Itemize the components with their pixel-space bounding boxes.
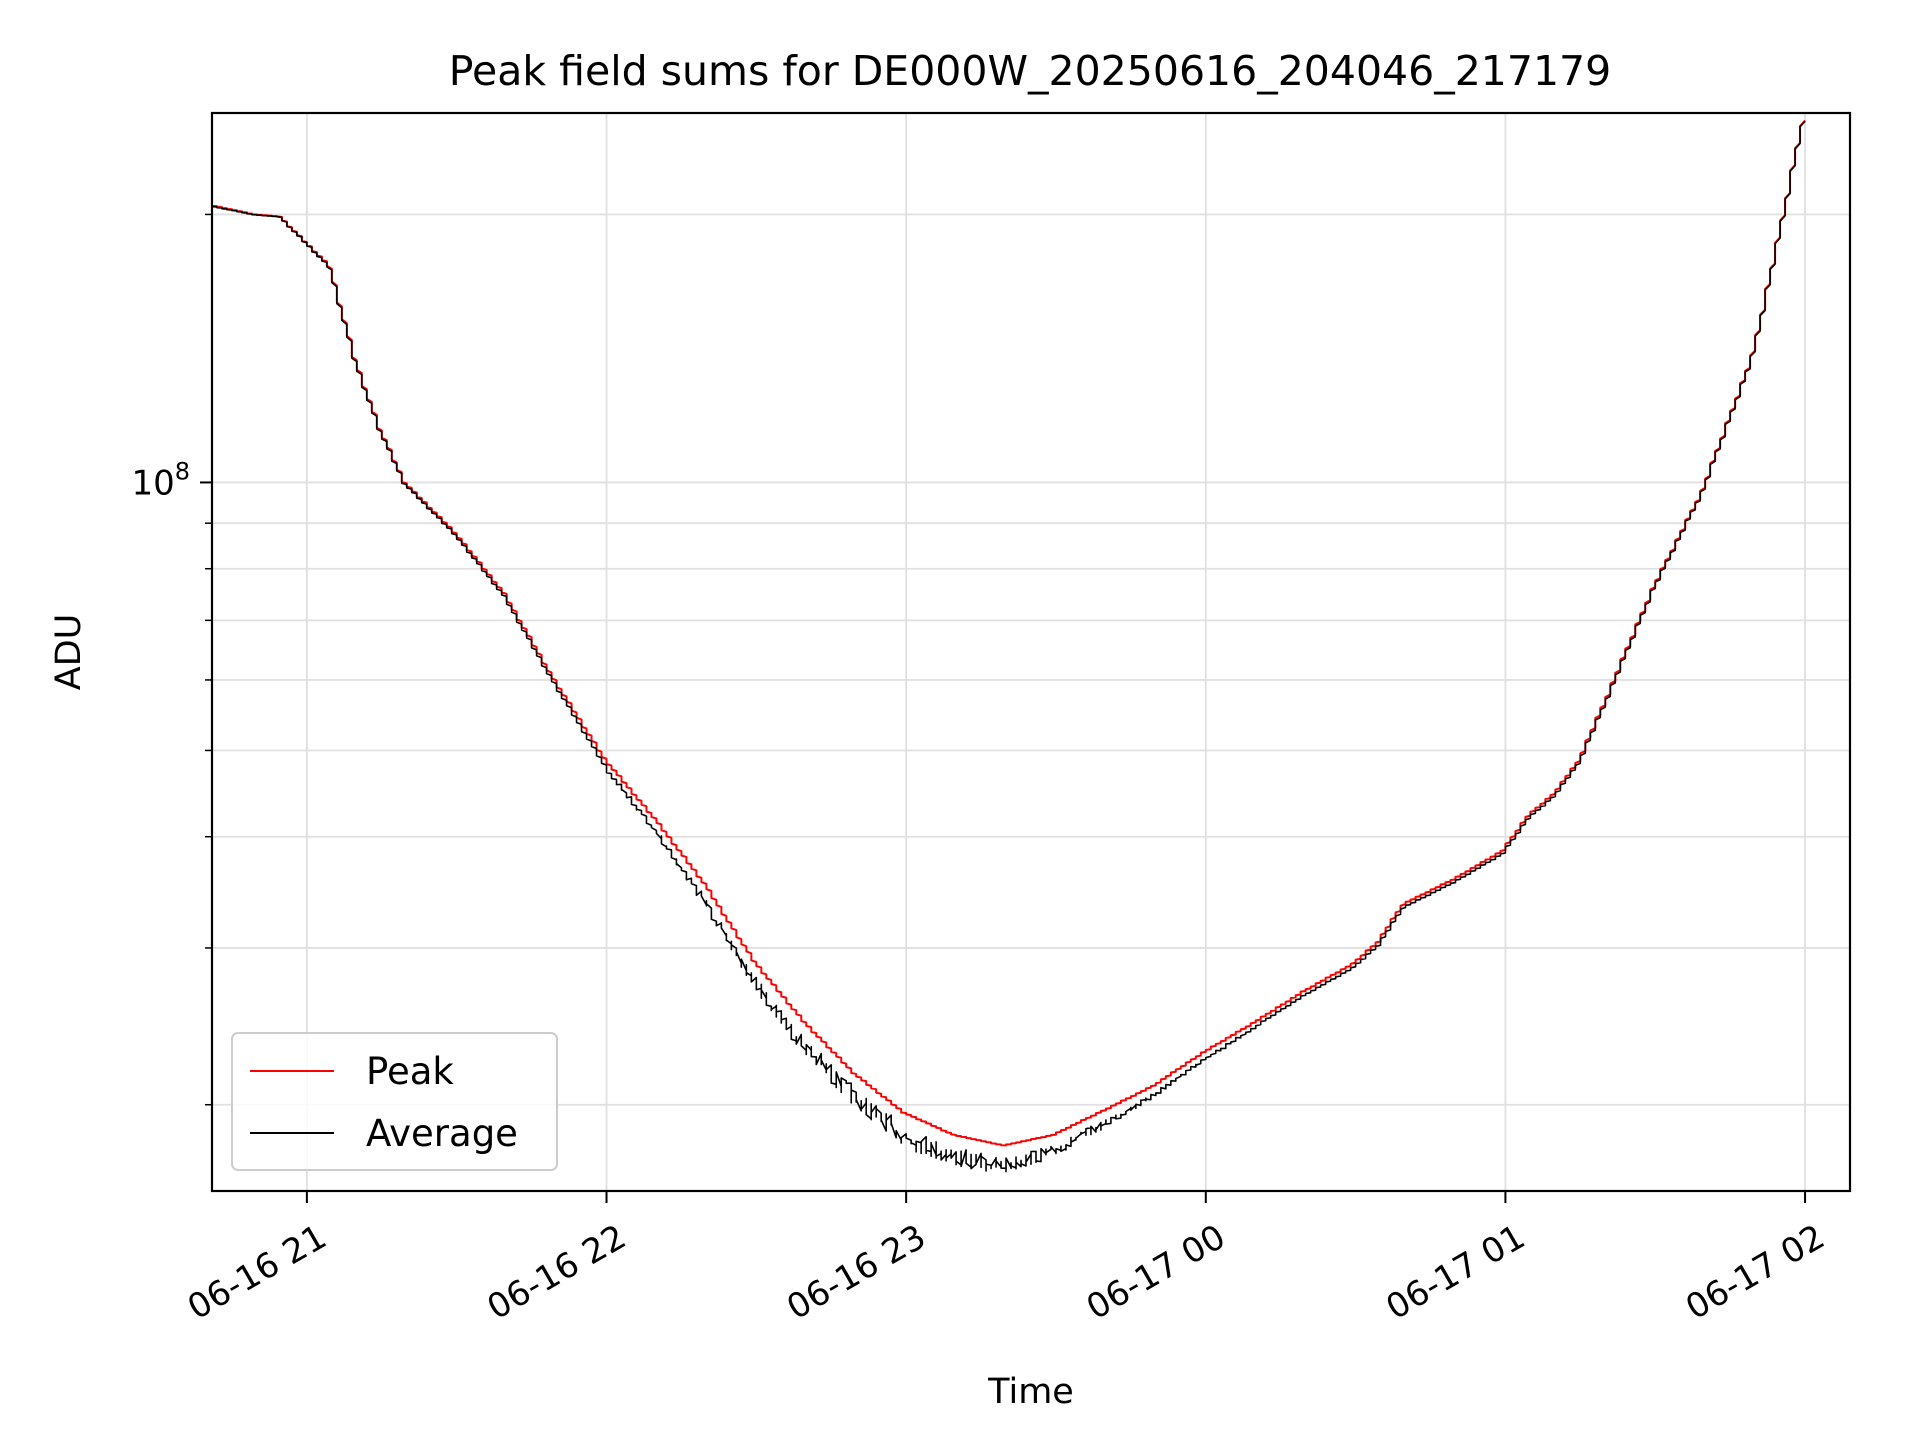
series-line-peak xyxy=(212,119,1806,1147)
legend-label-average: Average xyxy=(366,1112,518,1155)
y-axis-ticks: 108 xyxy=(131,213,212,1106)
grid-layer xyxy=(212,113,1850,1191)
legend-label-peak: Peak xyxy=(366,1050,454,1093)
x-axis-label: Time xyxy=(987,1372,1074,1412)
series-line-average xyxy=(212,120,1806,1173)
series-layer xyxy=(212,119,1806,1173)
plot-frame xyxy=(210,111,1852,1193)
legend-frame xyxy=(231,1032,558,1171)
y-tick-label: 108 xyxy=(131,457,190,503)
y-axis-label: ADU xyxy=(49,614,89,691)
chart-title: Peak field sums for DE000W_20250616_2040… xyxy=(449,47,1611,95)
legend: Peak Average xyxy=(231,1032,558,1171)
